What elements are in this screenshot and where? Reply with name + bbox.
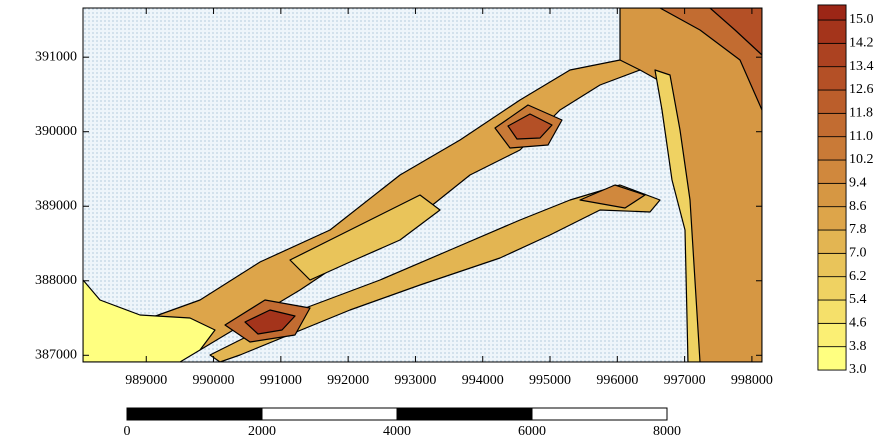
scale-segment <box>397 408 532 420</box>
colorbar-band <box>818 207 846 230</box>
colorbar-band <box>818 253 846 276</box>
colorbar-band <box>818 277 846 300</box>
scale-label: 4000 <box>383 424 411 439</box>
scale-label: 0 <box>124 424 131 439</box>
y-tick-label: 388000 <box>35 273 77 288</box>
colorbar-band <box>818 5 846 20</box>
colorbar-band <box>818 113 846 136</box>
x-tick-label: 990000 <box>193 373 235 388</box>
colorbar-label: 6.2 <box>849 269 867 284</box>
colorbar-band <box>818 67 846 90</box>
colorbar-band <box>818 230 846 253</box>
scale-label: 2000 <box>248 424 276 439</box>
colorbar-band <box>818 43 846 66</box>
colorbar-label: 10.2 <box>849 152 874 167</box>
x-tick-label: 992000 <box>327 373 369 388</box>
colorbar-band <box>818 90 846 113</box>
colorbar-band <box>818 323 846 346</box>
scale-segment <box>532 408 667 420</box>
y-tick-label: 391000 <box>35 49 77 64</box>
colorbar-label: 8.6 <box>849 199 867 214</box>
colorbar-label: 3.8 <box>849 339 867 354</box>
colorbar-label: 7.0 <box>849 246 867 261</box>
colorbar-label: 15.0 <box>849 12 874 27</box>
colorbar-band <box>818 20 846 43</box>
colorbar-label: 4.6 <box>849 316 867 331</box>
colorbar-band <box>818 183 846 206</box>
colorbar-band <box>818 300 846 323</box>
colorbar-label: 14.2 <box>849 36 874 51</box>
y-tick-label: 389000 <box>35 198 77 213</box>
colorbar-label: 9.4 <box>849 176 867 191</box>
colorbar-band <box>818 137 846 160</box>
y-tick-label: 390000 <box>35 124 77 139</box>
x-tick-label: 989000 <box>125 373 167 388</box>
colorbar-band <box>818 347 846 370</box>
x-tick-label: 993000 <box>394 373 436 388</box>
colorbar-label: 11.0 <box>849 129 873 144</box>
colorbar-label: 7.8 <box>849 222 867 237</box>
scale-segment <box>127 408 262 420</box>
colorbar-label: 5.4 <box>849 292 867 307</box>
x-tick-label: 995000 <box>529 373 571 388</box>
x-tick-label: 994000 <box>462 373 504 388</box>
map: 989000 990000 991000 992000 993000 994000 9950… <box>0 0 875 442</box>
colorbar-label: 11.8 <box>849 106 873 121</box>
colorbar-band <box>818 160 846 183</box>
colorbar-label: 12.6 <box>849 82 874 97</box>
scale-label: 6000 <box>518 424 546 439</box>
scale-label: 8000 <box>653 424 681 439</box>
x-tick-label: 997000 <box>664 373 706 388</box>
colorbar-label: 3.0 <box>849 362 867 377</box>
x-tick-label: 991000 <box>260 373 302 388</box>
x-tick-label: 998000 <box>731 373 773 388</box>
x-tick-label: 996000 <box>596 373 638 388</box>
y-tick-label: 387000 <box>35 348 77 363</box>
colorbar-label: 13.4 <box>849 59 874 74</box>
scale-segment <box>262 408 397 420</box>
